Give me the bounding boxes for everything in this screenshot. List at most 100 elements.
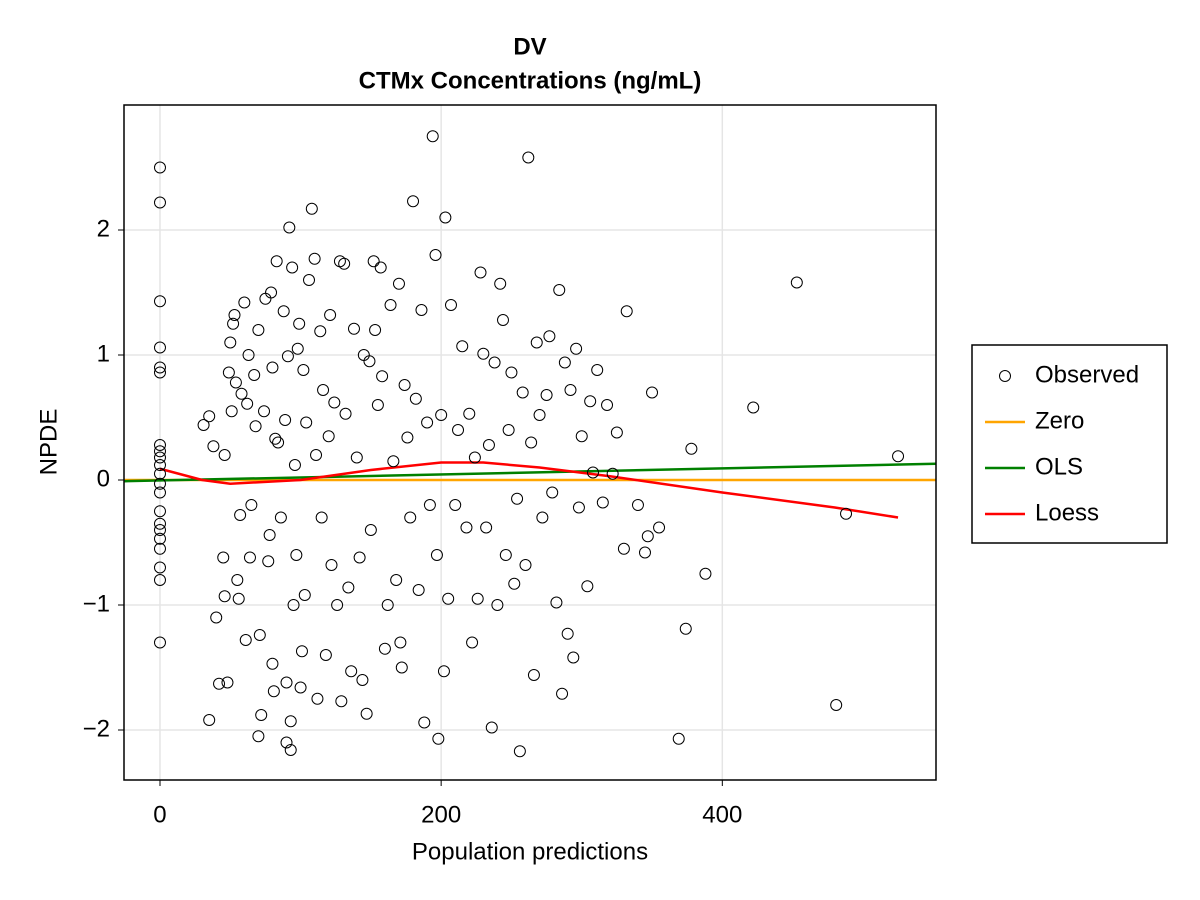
point bbox=[638, 546, 651, 559]
plot-frame bbox=[123, 104, 937, 781]
point bbox=[298, 589, 311, 601]
point bbox=[153, 445, 166, 458]
point bbox=[266, 657, 279, 670]
point bbox=[491, 599, 504, 611]
point bbox=[322, 430, 335, 443]
point bbox=[564, 384, 577, 396]
point bbox=[505, 366, 518, 379]
point bbox=[610, 426, 623, 439]
point bbox=[641, 530, 654, 543]
point bbox=[367, 255, 380, 268]
point bbox=[225, 405, 238, 418]
point bbox=[258, 405, 271, 418]
point bbox=[284, 715, 297, 728]
point bbox=[536, 511, 549, 524]
point bbox=[567, 651, 580, 664]
point bbox=[527, 669, 540, 681]
point bbox=[437, 665, 450, 678]
point bbox=[286, 261, 299, 274]
point bbox=[290, 549, 303, 561]
point bbox=[153, 532, 166, 545]
point bbox=[369, 324, 382, 336]
chart-title: DV bbox=[513, 33, 546, 60]
point bbox=[376, 370, 389, 383]
point bbox=[395, 661, 408, 674]
point bbox=[426, 130, 439, 143]
point bbox=[699, 567, 712, 580]
point bbox=[522, 151, 535, 164]
point bbox=[672, 732, 685, 745]
point bbox=[153, 517, 166, 530]
point bbox=[218, 449, 231, 461]
point bbox=[229, 376, 242, 389]
point bbox=[284, 744, 297, 756]
point bbox=[617, 542, 630, 555]
point bbox=[221, 676, 234, 689]
point bbox=[553, 284, 566, 296]
point bbox=[339, 407, 352, 420]
y-tick-label: 1 bbox=[97, 340, 110, 367]
point bbox=[409, 392, 422, 405]
point bbox=[153, 366, 166, 379]
point bbox=[398, 379, 411, 391]
y-tick-label: 2 bbox=[97, 215, 110, 242]
point bbox=[252, 730, 265, 743]
point bbox=[197, 419, 210, 431]
point bbox=[790, 276, 803, 289]
point bbox=[153, 524, 166, 536]
point bbox=[300, 416, 313, 429]
point bbox=[840, 507, 853, 520]
point bbox=[392, 277, 405, 290]
point bbox=[586, 466, 599, 479]
point bbox=[378, 642, 391, 655]
line bbox=[124, 462, 936, 483]
point bbox=[319, 649, 332, 661]
legend-box bbox=[971, 344, 1168, 544]
point bbox=[153, 341, 166, 354]
point bbox=[280, 676, 293, 689]
point bbox=[238, 296, 251, 309]
x-tick-label: 200 bbox=[421, 801, 461, 828]
point bbox=[550, 596, 563, 609]
point bbox=[153, 561, 166, 574]
point bbox=[747, 401, 760, 414]
point bbox=[575, 430, 588, 443]
point bbox=[347, 322, 360, 335]
point bbox=[516, 386, 529, 399]
point bbox=[353, 551, 366, 564]
point bbox=[267, 685, 280, 698]
point bbox=[228, 309, 241, 321]
y-axis-label: NPDE bbox=[35, 409, 62, 476]
legend-label: Zero bbox=[1035, 407, 1084, 434]
point bbox=[295, 645, 308, 658]
point bbox=[231, 574, 244, 586]
point bbox=[525, 436, 538, 449]
y-tick-label: 0 bbox=[97, 465, 110, 492]
point bbox=[435, 409, 448, 421]
point bbox=[315, 511, 328, 524]
point bbox=[153, 161, 166, 174]
point bbox=[511, 492, 524, 505]
point bbox=[338, 257, 351, 270]
point bbox=[153, 459, 166, 471]
point bbox=[342, 581, 355, 594]
point bbox=[432, 732, 445, 745]
point bbox=[203, 410, 216, 423]
point bbox=[364, 524, 377, 536]
point bbox=[471, 592, 484, 605]
point bbox=[217, 551, 230, 564]
point bbox=[513, 745, 526, 758]
point bbox=[153, 486, 166, 499]
legend-label: Loess bbox=[1035, 499, 1099, 526]
point bbox=[572, 501, 585, 514]
point bbox=[243, 551, 256, 564]
point bbox=[892, 450, 905, 463]
x-axis-label: Population predictions bbox=[412, 838, 648, 865]
point bbox=[570, 342, 583, 355]
point bbox=[294, 681, 307, 694]
point bbox=[153, 361, 166, 374]
point bbox=[558, 356, 571, 369]
point bbox=[477, 347, 490, 360]
point bbox=[830, 699, 843, 711]
point bbox=[620, 305, 633, 318]
